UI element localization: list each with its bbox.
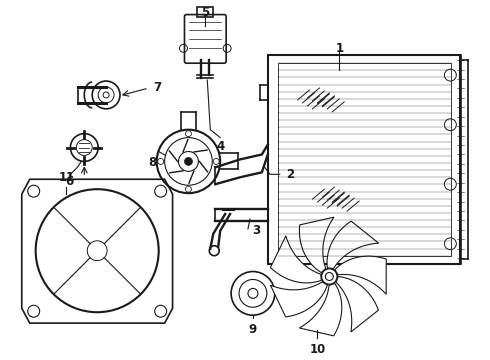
Text: 4: 4 <box>216 140 224 153</box>
Text: 1: 1 <box>335 42 343 55</box>
Text: 2: 2 <box>286 168 294 181</box>
Circle shape <box>231 271 275 315</box>
Text: 3: 3 <box>252 224 260 237</box>
Bar <box>268 55 460 264</box>
Bar <box>197 6 213 17</box>
Bar <box>278 63 451 256</box>
Polygon shape <box>327 221 379 269</box>
Text: 11: 11 <box>58 171 74 184</box>
Polygon shape <box>299 283 342 336</box>
Circle shape <box>184 157 193 165</box>
Text: 9: 9 <box>249 323 257 336</box>
Bar <box>460 55 461 264</box>
Polygon shape <box>299 217 334 273</box>
Text: 7: 7 <box>154 81 162 94</box>
Text: 8: 8 <box>148 156 157 169</box>
Text: 6: 6 <box>65 175 74 188</box>
Text: 5: 5 <box>201 6 209 19</box>
Circle shape <box>157 130 220 193</box>
Text: 10: 10 <box>309 343 325 356</box>
Circle shape <box>321 269 337 284</box>
Polygon shape <box>270 282 327 317</box>
Polygon shape <box>336 276 378 332</box>
Polygon shape <box>335 256 386 294</box>
Polygon shape <box>270 236 321 283</box>
